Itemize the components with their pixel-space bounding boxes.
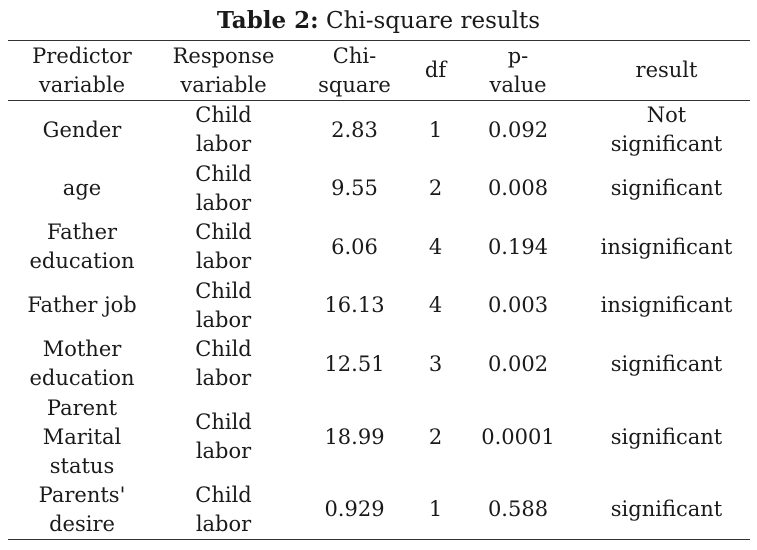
cell-p-value: 0.002 — [487, 351, 549, 376]
cell-p-value: 0.194 — [487, 234, 549, 259]
cell-response: Child labor — [195, 482, 252, 536]
cell-df: 4 — [428, 234, 443, 259]
header-result: result — [635, 58, 698, 82]
cell-p-value: 0.092 — [487, 117, 549, 142]
chi-square-results-table: Predictor variable Response variable Chi… — [8, 40, 750, 540]
table-header: Predictor variable Response variable Chi… — [8, 40, 750, 101]
cell-chi-square: 18.99 — [324, 424, 385, 449]
cell-response: Child labor — [195, 337, 252, 391]
cell-df: 4 — [428, 293, 443, 318]
table-row: Parents' desire Child labor 0.929 1 0.58… — [8, 481, 750, 540]
header-chi-square: Chi- square — [318, 43, 391, 97]
table-caption-label: Table 2: — [216, 7, 319, 34]
table-row: Father education Child labor 6.06 4 0.19… — [8, 218, 750, 277]
cell-response: Child labor — [195, 103, 252, 157]
cell-predictor: age — [62, 176, 102, 201]
cell-result: significant — [610, 351, 723, 376]
cell-predictor: Mother education — [29, 337, 135, 391]
cell-chi-square: 16.13 — [324, 293, 385, 318]
cell-chi-square: 12.51 — [324, 351, 385, 376]
table-caption-title: Chi-square results — [325, 8, 541, 34]
cell-predictor: Father job — [27, 293, 137, 318]
cell-chi-square: 0.929 — [324, 497, 385, 522]
cell-predictor: Parent Marital status — [42, 395, 122, 478]
cell-response: Child labor — [195, 278, 252, 332]
table-row: Parent Marital status Child labor 18.99 … — [8, 394, 750, 481]
table-row: Mother education Child labor 12.51 3 0.0… — [8, 335, 750, 394]
cell-result: significant — [610, 176, 723, 201]
cell-p-value: 0.588 — [487, 497, 549, 522]
cell-result: significant — [610, 424, 723, 449]
table-row: Father job Child labor 16.13 4 0.003 ins… — [8, 277, 750, 336]
cell-df: 1 — [428, 497, 443, 522]
header-row: Predictor variable Response variable Chi… — [8, 40, 750, 101]
cell-response: Child labor — [195, 161, 252, 215]
table-row: Gender Child labor 2.83 1 0.092 Not sign… — [8, 101, 750, 160]
table-row: age Child labor 9.55 2 0.008 significant — [8, 160, 750, 219]
cell-predictor: Parents' desire — [38, 482, 126, 536]
cell-df: 3 — [428, 351, 443, 376]
cell-p-value: 0.0001 — [481, 424, 555, 449]
cell-predictor: Gender — [42, 117, 122, 142]
cell-p-value: 0.003 — [487, 293, 549, 318]
cell-df: 1 — [428, 117, 443, 142]
table-caption: Table 2: Chi-square results — [0, 6, 757, 36]
cell-chi-square: 9.55 — [331, 176, 378, 201]
header-predictor: Predictor variable — [32, 43, 132, 97]
cell-response: Child labor — [195, 410, 252, 463]
cell-df: 2 — [428, 424, 443, 449]
table-body: Gender Child labor 2.83 1 0.092 Not sign… — [8, 101, 750, 540]
cell-response: Child labor — [195, 220, 252, 274]
cell-result: significant — [610, 497, 723, 522]
header-df: df — [424, 58, 447, 82]
cell-result: insignificant — [600, 293, 733, 318]
cell-chi-square: 6.06 — [331, 234, 378, 259]
cell-df: 2 — [428, 176, 443, 201]
cell-result: insignificant — [600, 234, 733, 259]
header-p-value: p- value — [489, 43, 547, 97]
header-response: Response variable — [172, 43, 275, 97]
cell-result: Not significant — [610, 103, 723, 157]
cell-p-value: 0.008 — [487, 176, 549, 201]
cell-predictor: Father education — [29, 220, 135, 274]
cell-chi-square: 2.83 — [331, 117, 378, 142]
